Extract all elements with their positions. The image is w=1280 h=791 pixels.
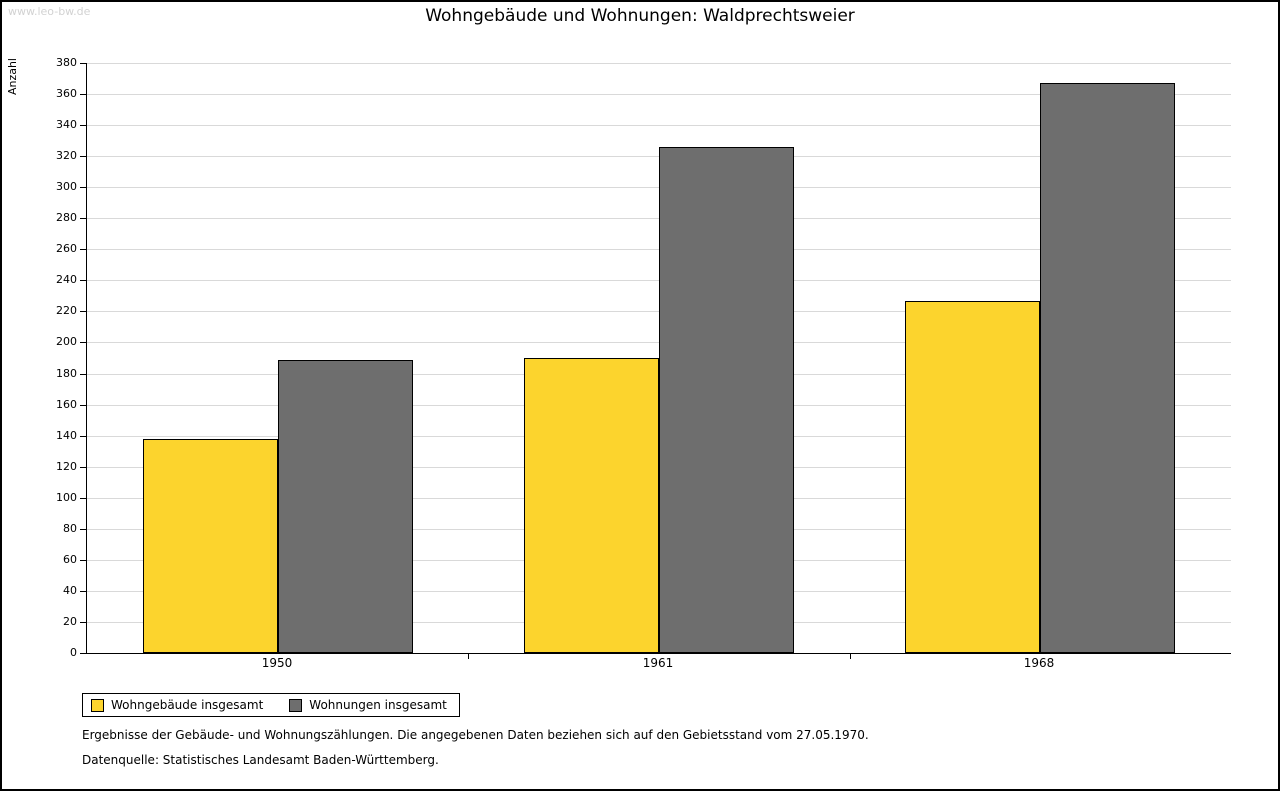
watermark: www.leo-bw.de: [8, 5, 91, 18]
y-axis-tick-label: 340: [56, 118, 77, 131]
plot-area: [80, 63, 1231, 659]
y-axis-tick: [80, 467, 87, 468]
y-axis-tick-label: 260: [56, 242, 77, 255]
y-axis-tick-label: 380: [56, 56, 77, 69]
footnote-data-source: Datenquelle: Statistisches Landesamt Bad…: [82, 753, 439, 767]
gridline: [87, 63, 1231, 64]
y-axis-tick-label: 180: [56, 367, 77, 380]
y-axis-tick-label: 120: [56, 460, 77, 473]
y-axis-tick-label: 160: [56, 398, 77, 411]
bar-series2-1968: [1040, 83, 1175, 653]
bar-series1-1961: [524, 358, 659, 653]
y-axis-tick: [80, 653, 87, 654]
y-axis-tick-label: 60: [63, 553, 77, 566]
y-axis-tick: [80, 218, 87, 219]
y-axis-tick: [80, 249, 87, 250]
legend-entry: Wohngebäude insgesamt: [91, 698, 263, 712]
y-axis-tick: [80, 94, 87, 95]
bar-series1-1950: [143, 439, 278, 653]
legend: Wohngebäude insgesamt Wohnungen insgesamt: [82, 693, 460, 717]
legend-color-swatch: [289, 698, 303, 712]
y-axis-tick-label: 240: [56, 273, 77, 286]
x-axis-label: 1968: [1023, 656, 1055, 670]
y-axis-tick: [80, 63, 87, 64]
y-axis-tick: [80, 405, 87, 406]
bar-series2-1961: [659, 147, 794, 653]
y-axis-tick-label: 20: [63, 615, 77, 628]
y-axis-tick-label: 100: [56, 491, 77, 504]
y-axis-tick-label: 80: [63, 522, 77, 535]
y-axis-tick: [80, 187, 87, 188]
y-axis-tick-label: 200: [56, 335, 77, 348]
legend-label: Wohngebäude insgesamt: [111, 698, 264, 712]
x-axis-tick: [468, 654, 469, 659]
x-axis-tick: [850, 654, 851, 659]
y-axis-tick-label: 300: [56, 180, 77, 193]
y-axis-tick-label: 280: [56, 211, 77, 224]
y-axis-tick-label: 40: [63, 584, 77, 597]
y-axis-tick: [80, 498, 87, 499]
y-axis-tick: [80, 280, 87, 281]
y-axis-tick: [80, 591, 87, 592]
y-axis-tick-label: 0: [70, 646, 77, 659]
y-axis-tick: [80, 374, 87, 375]
y-axis-tick-label: 140: [56, 429, 77, 442]
y-axis-tick-label: 360: [56, 87, 77, 100]
x-axis-label: 1950: [261, 656, 293, 670]
gridline: [87, 94, 1231, 95]
y-axis-tick: [80, 311, 87, 312]
y-axis-tick: [80, 622, 87, 623]
bar-series1-1968: [905, 301, 1040, 653]
y-axis-tick: [80, 156, 87, 157]
y-axis-tick-label: 320: [56, 149, 77, 162]
y-axis-tick: [80, 560, 87, 561]
legend-label: Wohnungen insgesamt: [309, 698, 447, 712]
legend-entry: Wohnungen insgesamt: [289, 698, 447, 712]
chart-title: Wohngebäude und Wohnungen: Waldprechtswe…: [425, 6, 855, 26]
y-axis-tick: [80, 125, 87, 126]
y-axis-labels: 0 20 40 60 80 100 120 140 160 180 200 220 240 260 280 3…: [30, 57, 77, 659]
gridline: [87, 125, 1231, 126]
legend-color-swatch: [91, 698, 104, 712]
y-axis-tick: [80, 342, 87, 343]
x-axis-label: 1961: [642, 656, 674, 670]
y-axis-tick: [80, 529, 87, 530]
footnote-source-note: Ergebnisse der Gebäude- und Wohnungszähl…: [82, 728, 869, 742]
x-axis-labels: 1950 1961 1968: [86, 656, 1230, 674]
y-axis-tick-label: 220: [56, 304, 77, 317]
bar-series2-1950: [278, 360, 413, 653]
y-axis-tick: [80, 436, 87, 437]
y-axis-title: Anzahl: [6, 58, 19, 96]
